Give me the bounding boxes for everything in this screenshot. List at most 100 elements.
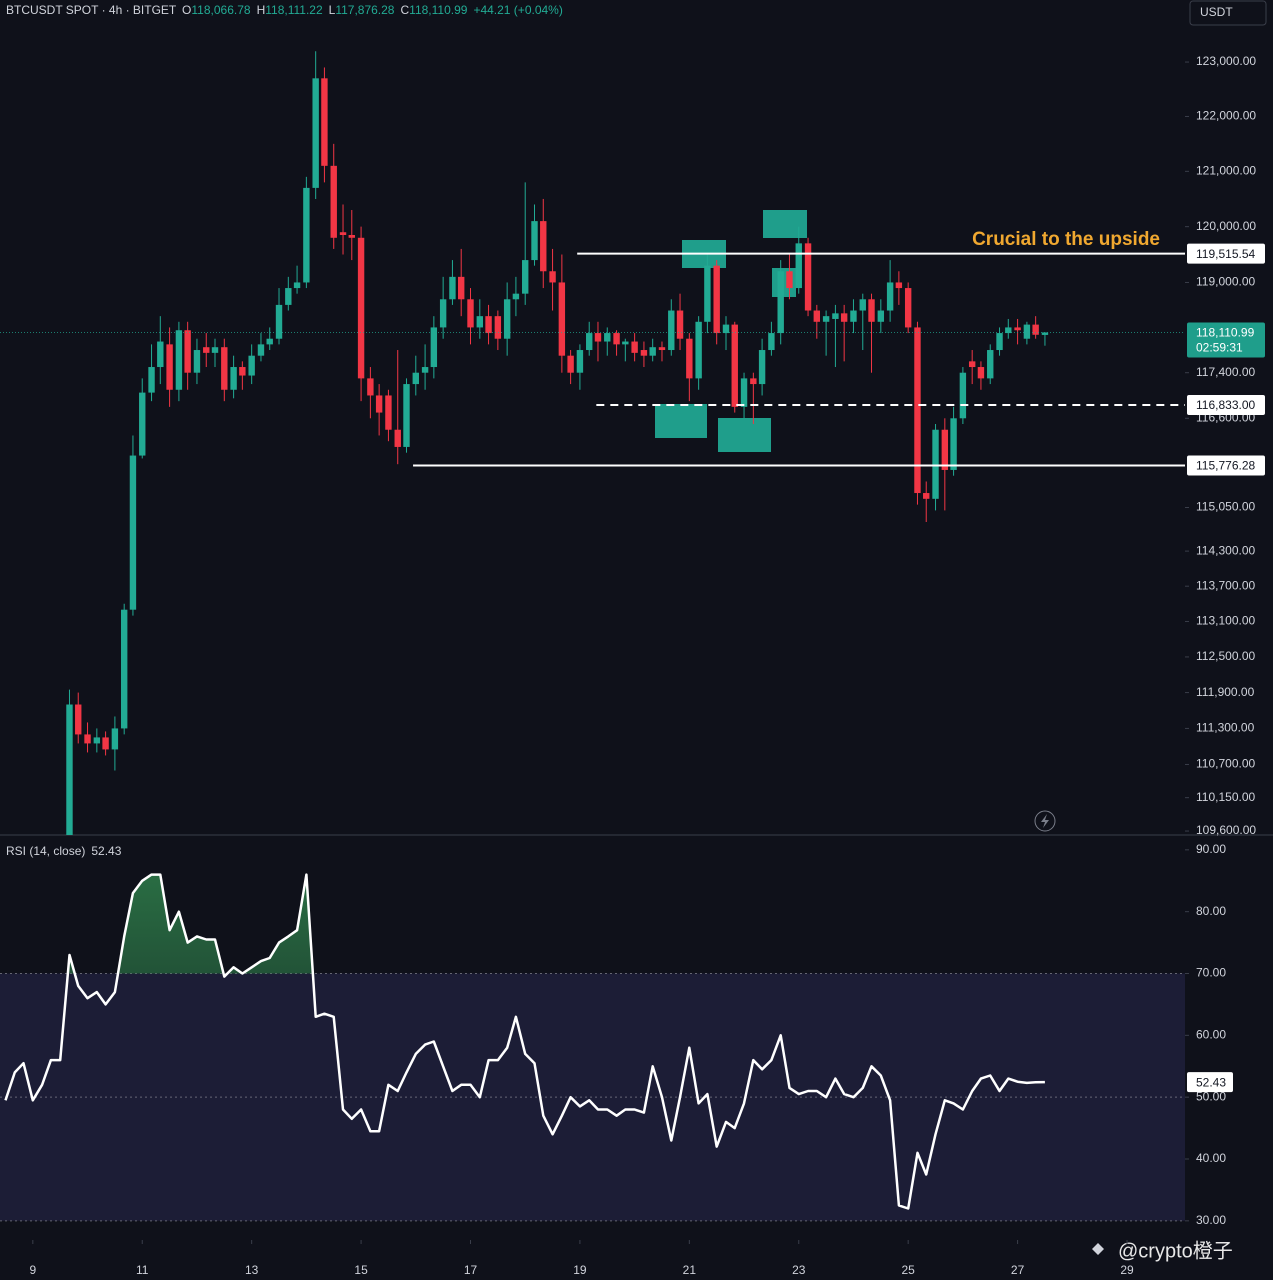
candle-body	[367, 378, 374, 396]
y-tick-label: 115,050.00	[1196, 500, 1255, 514]
y-tick-label: 114,300.00	[1196, 543, 1255, 557]
lightning-icon[interactable]	[1034, 810, 1056, 832]
candle-body	[740, 378, 748, 407]
rsi-tick-label: 30.00	[1196, 1213, 1226, 1227]
candle-body	[193, 350, 201, 373]
change: +44.21 (+0.04%)	[473, 3, 562, 17]
y-tick-label: 113,700.00	[1196, 578, 1255, 592]
candle-body	[120, 609, 128, 729]
highlight-box	[718, 418, 771, 452]
candle-body	[959, 372, 967, 419]
candle-body	[84, 734, 91, 744]
candle-body	[494, 316, 502, 339]
watermark-icon	[1092, 1243, 1104, 1255]
candle-body	[321, 78, 328, 166]
candle-body	[275, 304, 283, 339]
x-tick-label: 11	[136, 1263, 149, 1277]
candle-body	[330, 165, 337, 238]
candle-body	[66, 704, 73, 835]
candle-body	[157, 341, 164, 368]
candle-body	[93, 737, 101, 744]
header: BTCUSDT SPOT · 4h · BITGET O118,066.78 H11…	[6, 3, 563, 17]
candle-body	[166, 344, 173, 390]
symbol: BTCUSDT SPOT · 4h · BITGET	[6, 3, 177, 17]
annotation: Crucial to the upside	[972, 229, 1160, 250]
candle-body	[686, 338, 693, 379]
candle-body	[439, 299, 447, 328]
x-tick-label: 25	[901, 1263, 915, 1277]
currency: USDT	[1200, 5, 1233, 19]
c-label: C	[400, 3, 409, 17]
candle-body	[312, 78, 319, 188]
candle-body	[75, 704, 82, 735]
y-tick-label: 109,600.00	[1196, 823, 1256, 837]
candle-body	[586, 333, 593, 351]
candle-body	[375, 395, 383, 413]
candle-body	[804, 243, 812, 311]
candle-body	[503, 299, 511, 339]
candle-body	[923, 493, 930, 499]
candle-body	[421, 367, 429, 373]
x-tick-label: 27	[1011, 1263, 1025, 1277]
candle-body	[111, 728, 119, 750]
candle-body	[731, 324, 738, 407]
candle-body	[859, 299, 866, 311]
o-value: 118,066.78	[191, 3, 250, 17]
y-tick-label: 120,000.00	[1196, 219, 1256, 233]
candle-body	[840, 313, 848, 322]
candle-body	[522, 260, 529, 294]
h-label: H	[257, 3, 266, 17]
candle-body	[129, 455, 137, 610]
candle-body	[868, 299, 875, 322]
y-tick-label: 123,000.00	[1196, 54, 1256, 68]
candle-body	[412, 372, 419, 385]
level-label-box	[1187, 394, 1265, 415]
candle-body	[640, 350, 648, 356]
candle-body	[941, 429, 949, 470]
candle-body	[932, 429, 939, 499]
candle-body	[139, 392, 146, 456]
candle-body	[485, 316, 492, 334]
candle-body	[713, 265, 720, 334]
candle-body	[832, 313, 839, 319]
candle-body	[704, 265, 711, 322]
y-tick-label: 119,000.00	[1196, 275, 1255, 289]
x-tick-label: 23	[792, 1263, 806, 1277]
candle-body	[540, 221, 547, 272]
rsi-tick-label: 70.00	[1196, 966, 1226, 980]
y-tick-label: 113,100.00	[1196, 614, 1255, 628]
candle-body	[722, 324, 730, 334]
h-value: 118,111.22	[265, 3, 323, 17]
candle-body	[531, 221, 538, 261]
candle-body	[239, 367, 246, 376]
candle-body	[230, 367, 237, 390]
rsi-overbought-fill	[67, 874, 313, 974]
candle-body	[175, 330, 183, 390]
l-label: L	[329, 3, 336, 17]
y-tick-label: 121,000.00	[1196, 164, 1256, 178]
x-tick-label: 17	[464, 1263, 478, 1277]
candle-body	[102, 737, 109, 750]
candle-body	[987, 350, 994, 379]
candle-body	[886, 282, 894, 311]
candle-body	[357, 237, 365, 379]
candle-body	[658, 347, 666, 351]
candle-body	[303, 187, 310, 283]
y-tick-label: 111,300.00	[1196, 721, 1255, 735]
level-label: 116,833.00	[1196, 398, 1255, 412]
candle-body	[430, 327, 438, 368]
candle-body	[549, 271, 556, 283]
candle-body	[457, 276, 465, 300]
candle-body	[339, 232, 347, 236]
rsi-tick-label: 60.00	[1196, 1028, 1226, 1042]
candle-body	[476, 316, 483, 328]
rsi-line	[4, 873, 1045, 1210]
rsi-tick-label: 40.00	[1196, 1151, 1226, 1165]
candle-body	[695, 321, 702, 379]
candle-body	[594, 333, 602, 342]
candle-body	[604, 333, 611, 342]
candle-body	[1014, 327, 1021, 331]
y-tick-label: 122,000.00	[1196, 109, 1256, 123]
rsi-value-label: 52.43	[1196, 1075, 1226, 1089]
